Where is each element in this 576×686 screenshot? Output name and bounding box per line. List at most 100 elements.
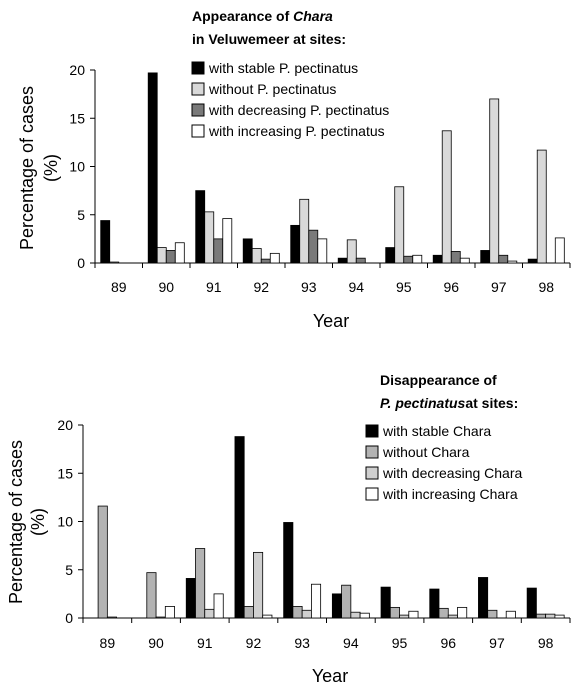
bar-97-series-4 [505,610,516,619]
legend-label-stable-p-pectinatus: with stable P. pectinatus [208,60,358,76]
legend-title-top-line2: in Veluwemeer at sites: [192,31,346,47]
bar-91-series-4 [213,593,224,619]
legend-swatch-without-p-pectinatus [191,82,205,96]
bar-98-series-2 [536,149,547,264]
bar-95-series-2 [394,186,405,264]
bar-98-series-1 [526,587,537,619]
bar-95-series-1 [385,247,396,264]
bar-96-series-3 [447,614,458,619]
bar-97-series-2 [487,609,498,619]
bar-90-series-2 [146,572,157,619]
x-tick-label: 90 [148,635,164,651]
legend-swatch-increasing-p-pectinatus [191,124,205,138]
bar-93-series-3 [308,229,319,264]
x-tick-label: 94 [343,635,359,651]
y-axis-title-top: Percentage of cases [17,86,37,250]
legend-label-decreasing-chara: with decreasing Chara [382,465,523,481]
bar-91-series-3 [213,238,224,264]
bar-90-series-2 [156,247,167,264]
bar-92-series-1 [234,436,245,619]
bar-97-series-4 [507,260,518,264]
bar-91-series-1 [195,190,206,264]
y-tick-label: 20 [69,62,85,78]
bar-96-series-1 [432,254,443,264]
x-tick-label: 92 [246,635,262,651]
bar-94-series-4 [359,612,370,619]
bar-89-series-1 [100,220,111,264]
bar-91-series-3 [204,608,215,619]
bar-94-series-1 [337,257,348,264]
legend-title-top-line1: Appearance of Chara [192,8,333,24]
x-tick-label: 97 [489,635,505,651]
bar-92-series-3 [260,258,271,264]
bar-94-series-3 [350,611,361,619]
chart-top: Appearance of Chara in Veluwemeer at sit… [17,8,571,331]
legend-swatch-without-chara [365,445,379,459]
bar-96-series-3 [450,251,461,264]
bar-94-series-2 [341,584,352,619]
legend-swatch-increasing-chara [365,487,379,501]
bar-96-series-2 [441,130,452,264]
bar-90-series-4 [164,606,175,619]
bar-90-series-4 [174,242,185,264]
x-axis-title-bottom: Year [312,666,348,686]
legend-bottom: with stable Chara without Chara with dec… [365,423,523,502]
legend-top: with stable P. pectinatus without P. pec… [191,60,389,139]
x-tick-label: 93 [294,635,310,651]
axes-top: 0 5 10 15 20 89 90 91 92 93 94 95 96 97 98 [69,62,571,295]
bar-92-series-4 [262,614,273,619]
x-tick-label: 95 [396,279,412,295]
bar-91-series-4 [222,218,233,264]
bar-98-series-1 [527,258,538,264]
bar-90-series-3 [165,250,176,264]
y-tick-label: 10 [57,514,73,530]
x-tick-label: 98 [538,635,554,651]
bar-97-series-1 [480,250,491,264]
bar-92-series-4 [269,252,280,264]
bar-95-series-3 [399,614,410,619]
bar-97-series-1 [478,577,489,619]
bar-96-series-4 [457,606,468,619]
legend-swatch-decreasing-chara [365,466,379,480]
bar-89-series-3 [106,616,118,619]
bar-94-series-2 [346,239,357,264]
bar-96-series-1 [429,588,440,619]
bar-91-series-2 [204,211,215,264]
bar-91-series-2 [195,548,206,619]
y-tick-label: 5 [65,562,73,578]
y-tick-label: 5 [77,207,85,223]
bar-98-series-4 [554,237,565,264]
x-tick-label: 95 [392,635,408,651]
bar-95-series-2 [389,606,400,619]
y-tick-label: 0 [77,255,85,271]
x-axis-title-top: Year [313,311,349,331]
y-axis-unit-bottom: (%) [28,508,48,536]
bars-top [100,72,565,264]
legend-swatch-stable-p-pectinatus [191,61,205,75]
bar-98-series-4 [554,614,565,619]
legend-label-increasing-chara: with increasing Chara [382,486,518,502]
bar-92-series-2 [243,606,254,619]
bar-90-series-3 [155,616,166,619]
x-tick-label: 91 [197,635,213,651]
x-tick-label: 89 [111,279,127,295]
bar-98-series-3 [545,613,556,619]
axes-bottom: 0 5 10 15 20 89 90 91 92 93 94 95 96 97 98 [57,417,571,651]
y-tick-label: 10 [69,159,85,175]
bar-93-series-3 [301,609,312,619]
legend-swatch-decreasing-p-pectinatus [191,103,205,117]
y-tick-label: 20 [57,417,73,433]
bar-90-series-1 [147,72,158,264]
x-tick-label: 94 [348,279,364,295]
x-tick-label: 93 [301,279,317,295]
bar-93-series-4 [317,238,328,264]
x-tick-label: 91 [206,279,222,295]
bar-97-series-3 [498,254,509,264]
bar-95-series-4 [412,254,423,264]
x-tick-label: 89 [100,635,116,651]
bar-92-series-3 [253,551,264,619]
bar-97-series-2 [489,98,500,264]
legend-label-increasing-p-pectinatus: with increasing P. pectinatus [208,123,385,139]
bar-92-series-1 [242,238,253,264]
